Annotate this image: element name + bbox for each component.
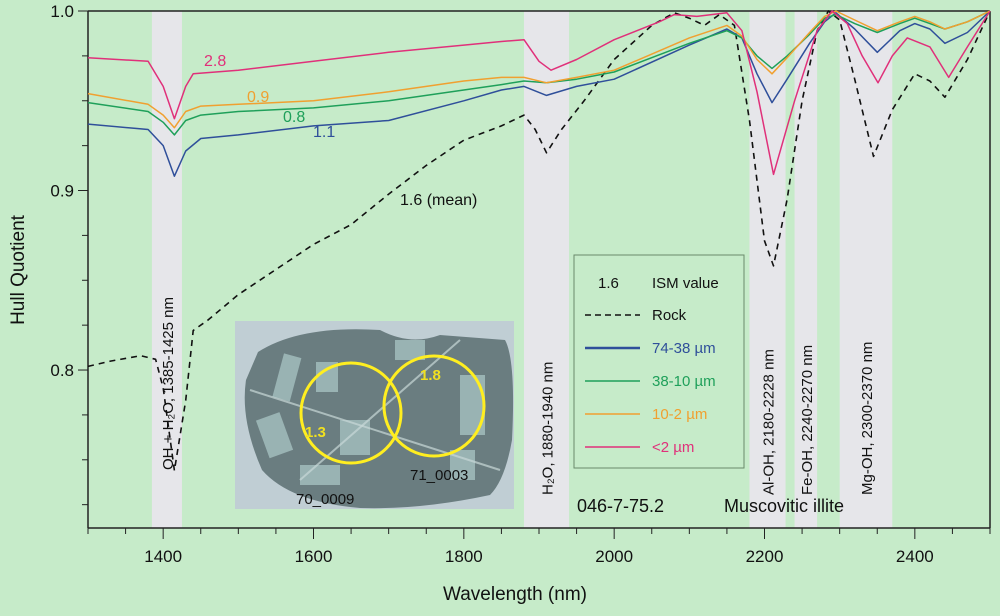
rock-clasts [255, 340, 485, 485]
absorption-band-label: Fe-OH, 2240-2270 nm [799, 345, 816, 495]
inset-rock-photo [235, 321, 514, 509]
sample-label: 046-7-75.2 [577, 496, 664, 516]
ism-value-labels: 1.6 (mean) 1.1 0.8 0.9 2.8 [204, 53, 477, 209]
legend-header-value: 1.6 [598, 275, 619, 292]
ism-label: 1.1 [313, 124, 335, 141]
absorption-bands [151, 11, 893, 528]
series-line-fraction-3 [87, 10, 991, 129]
series-line-rock [87, 10, 991, 472]
x-axis-label: Wavelength (nm) [443, 584, 587, 605]
ism-label: 0.8 [283, 109, 305, 126]
absorption-band-label: OH + H₂O, 1385-1425 nm [160, 297, 177, 470]
y-tick-label: 0.8 [50, 361, 74, 380]
absorption-band-labels: OH + H₂O, 1385-1425 nm H₂O, 1880-1940 nm A… [160, 297, 876, 495]
ism-label: 1.6 (mean) [400, 192, 477, 209]
legend-entry-label: Rock [652, 307, 687, 324]
y-tick-label: 1.0 [50, 2, 74, 21]
absorption-band [839, 11, 893, 528]
x-tick-label: 1400 [144, 547, 182, 566]
series-line-fraction-4 [87, 10, 991, 176]
legend-box [573, 254, 745, 469]
y-axis-label: Hull Quotient [8, 214, 29, 325]
y-tick-label: 0.9 [50, 182, 74, 201]
rock-slab-shape [244, 329, 514, 509]
inset-spot-value-2: 1.8 [420, 367, 441, 384]
absorption-band [523, 11, 570, 528]
inset-spot-value-1: 1.3 [305, 424, 326, 441]
x-tick-label: 2200 [746, 547, 784, 566]
series-lines [87, 10, 991, 472]
inset-spot-id-2: 71_0003 [410, 467, 468, 484]
legend-entry-label: 74-38 µm [652, 340, 716, 357]
absorption-band-label: H₂O, 1880-1940 nm [540, 362, 557, 495]
absorption-band-label: Mg-OH, 2300-2370 nm [859, 342, 876, 495]
axes: 1400 1600 1800 2000 2200 2400 0.8 0.9 1.0 [50, 2, 991, 566]
legend-entry-label: 38-10 µm [652, 373, 716, 390]
absorption-band [749, 11, 786, 528]
x-tick-label: 1800 [445, 547, 483, 566]
ism-label: 0.9 [247, 89, 269, 106]
legend: 1.6 ISM value Rock 74-38 µm 38-10 µm 10-2 µ… [573, 254, 745, 469]
series-line-fraction-2 [87, 10, 991, 136]
absorption-band [794, 11, 818, 528]
x-tick-label: 2400 [896, 547, 934, 566]
inset-spot-circle-1 [299, 361, 403, 465]
legend-header-label: ISM value [652, 275, 719, 292]
legend-entry-label: <2 µm [652, 439, 694, 456]
absorption-band-label: Al-OH, 2180-2228 nm [761, 349, 778, 495]
inset-spot-circle-2 [382, 354, 486, 458]
mineral-label: Muscovitic illite [724, 496, 844, 516]
legend-entry-label: 10-2 µm [652, 406, 707, 423]
x-tick-label: 1600 [295, 547, 333, 566]
x-tick-label: 2000 [595, 547, 633, 566]
inset-spot-id-1: 70_0009 [296, 491, 354, 508]
ism-label: 2.8 [204, 53, 226, 70]
